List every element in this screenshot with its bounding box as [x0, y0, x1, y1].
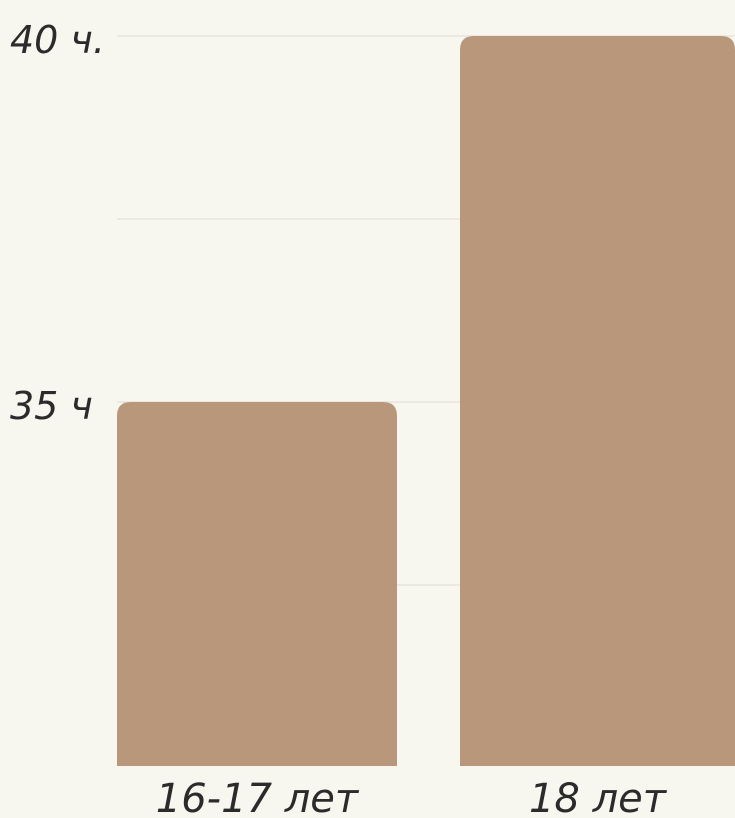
bar-1: [117, 402, 397, 766]
bars: [117, 36, 735, 766]
category-label-2: 18 лет: [529, 776, 668, 818]
bar-2: [460, 36, 735, 766]
labels: 35 ч 16-17 лет 40 ч. 18 лет: [10, 18, 668, 818]
value-label-2: 40 ч.: [10, 18, 105, 62]
category-label-1: 16-17 лет: [156, 776, 360, 818]
value-label-1: 35 ч: [10, 384, 93, 428]
